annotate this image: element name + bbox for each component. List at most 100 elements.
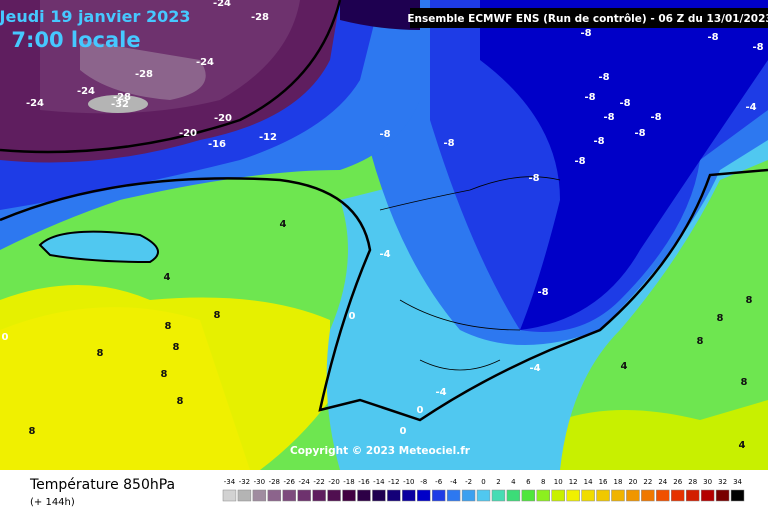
contour-label: -8	[598, 72, 609, 83]
contour-label: 0	[417, 405, 424, 416]
scale-swatch	[476, 489, 491, 502]
scale-swatch	[222, 489, 237, 502]
contour-label: -8	[537, 287, 548, 298]
contour-label: 8	[97, 348, 104, 359]
contour-label: 0	[2, 332, 9, 343]
scale-swatch	[671, 489, 685, 502]
contour-labels: -24-28-28-24-24-28-32-24-20-20-16-12 -8-8…	[2, 0, 764, 451]
scale-label: 26	[673, 478, 682, 486]
scale-label: 2	[496, 478, 500, 486]
contour-label: 8	[29, 426, 36, 437]
scale-label: 10	[554, 478, 563, 486]
contour-label: 8	[746, 295, 753, 306]
contour-label: 8	[697, 336, 704, 347]
contour-label: 8	[165, 321, 172, 332]
scale-swatch	[387, 489, 401, 502]
scale-label: -14	[373, 478, 385, 486]
contour-label: -28	[135, 69, 153, 80]
copyright: Copyright © 2023 Meteociel.fr	[290, 445, 471, 457]
contour-label: -24	[26, 98, 44, 109]
contour-label: 8	[741, 377, 748, 388]
contour-label: -4	[379, 249, 390, 260]
scale-swatch	[521, 489, 536, 502]
scale-swatch	[327, 489, 341, 502]
scale-label: 12	[569, 478, 578, 486]
scale-swatch	[417, 489, 431, 502]
contour-label: -32	[111, 99, 129, 110]
color-scale: -34 -32 -30 -28 -26 -24 -22 -20 -18 -16 -14 -12 -10-…	[222, 478, 745, 502]
scale-label: -4	[450, 478, 458, 486]
contour-label: -8	[634, 128, 645, 139]
scale-label: 34	[733, 478, 742, 486]
scale-label: -6	[435, 478, 443, 486]
scale-swatch	[596, 489, 610, 502]
scale-swatch	[312, 489, 326, 502]
scale-label: -26	[284, 478, 296, 486]
contour-label: -16	[208, 139, 226, 150]
contour-label: -8	[528, 173, 539, 184]
scale-label: 20	[628, 478, 637, 486]
time: 7:00 locale	[11, 28, 140, 52]
scale-swatch	[372, 489, 386, 502]
scale-swatch	[237, 489, 252, 502]
contour-label: 8	[161, 369, 168, 380]
scale-label: -18	[343, 478, 354, 486]
scale-swatch	[700, 489, 715, 502]
contour-label: -8	[707, 32, 718, 43]
scale-swatch	[506, 489, 521, 502]
scale-swatch	[252, 489, 267, 502]
map-field	[0, 0, 768, 470]
contour-label: -4	[435, 387, 446, 398]
scale-swatch	[536, 489, 550, 502]
model: Ensemble ECMWF ENS (Run de contrôle) - 0…	[407, 13, 768, 25]
contour-label: -8	[752, 42, 763, 53]
scale-swatch	[715, 489, 730, 502]
scale-label: -34	[224, 478, 236, 486]
contour-label: -8	[593, 136, 604, 147]
contour-label: 0	[349, 311, 356, 322]
scale-swatch	[730, 489, 745, 502]
scale-swatch	[626, 489, 640, 502]
scale-swatch	[357, 489, 371, 502]
scale-label: 28	[688, 478, 697, 486]
contour-label: -12	[259, 132, 277, 143]
scale-swatch	[566, 489, 580, 502]
contour-label: -20	[179, 128, 197, 139]
scale-swatch	[282, 489, 296, 502]
scale-swatch	[446, 489, 461, 502]
scale-label: -12	[388, 478, 399, 486]
contour-label: 8	[173, 342, 180, 353]
scale-label: 18	[614, 478, 623, 486]
contour-label: -20	[214, 113, 232, 124]
contour-label: -8	[584, 92, 595, 103]
contour-label: -24	[213, 0, 231, 9]
scale-swatch	[297, 489, 311, 502]
contour-label: -8	[619, 98, 630, 109]
contour-label: -4	[745, 102, 756, 113]
footer-title: Température 850hPa	[29, 477, 175, 493]
contour-label: -8	[379, 129, 390, 140]
footer-subtitle: (+ 144h)	[30, 497, 75, 508]
contour-label: -28	[113, 92, 131, 103]
scale-swatch	[581, 489, 595, 502]
scale-label: 8	[541, 478, 545, 486]
scale-swatch	[685, 489, 700, 502]
scale-swatch	[461, 489, 476, 502]
scale-swatch	[551, 489, 565, 502]
scale-label: -24	[298, 478, 310, 486]
scale-swatch	[641, 489, 655, 502]
model-banner	[410, 8, 768, 28]
contour-label: 0	[400, 426, 407, 437]
scale-label: 14	[584, 478, 593, 486]
scale-label: 30	[703, 478, 712, 486]
scale-label: 22	[643, 478, 652, 486]
contour-label: -8	[603, 112, 614, 123]
contour-label: -8	[580, 28, 591, 39]
scale-swatch	[611, 489, 625, 502]
scale-label: 24	[658, 478, 667, 486]
scale-swatch	[431, 489, 446, 502]
scale-label: -20	[328, 478, 339, 486]
scale-swatch	[267, 489, 282, 502]
